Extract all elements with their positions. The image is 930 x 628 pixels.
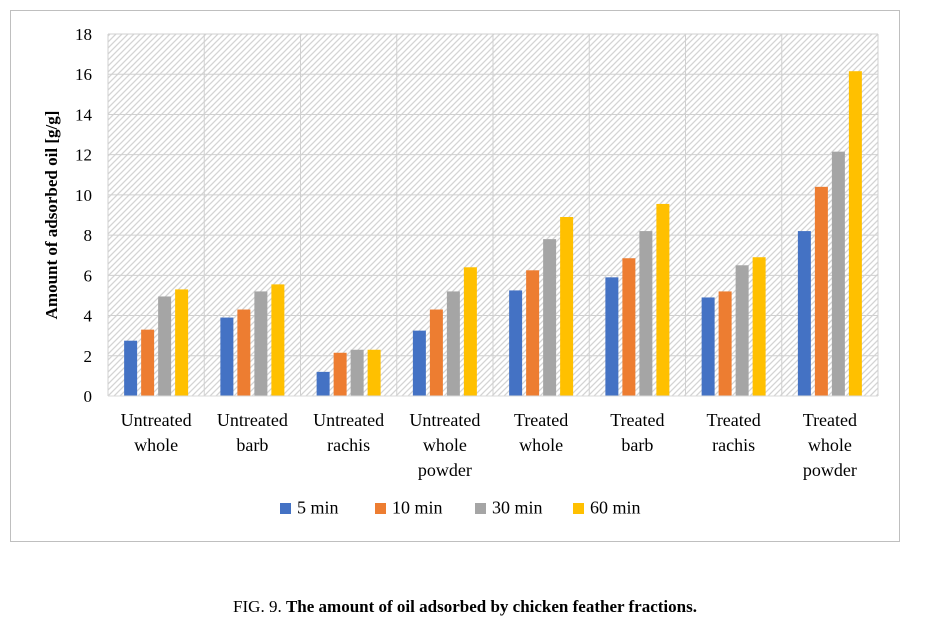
x-category-label: Untreated whole powder [409,410,480,480]
x-category-label: Untreated whole [121,410,192,455]
y-tick-label: 10 [75,186,92,205]
x-category-label: Untreated barb [217,410,288,455]
bar-10-min-6 [718,291,732,396]
x-category-label-line: whole [423,435,467,455]
caption-text: The amount of oil adsorbed by chicken fe… [285,597,697,616]
x-category-label-line: Untreated [121,410,192,430]
bar-60-min-3 [463,267,477,396]
bar-5-min-7 [797,231,811,396]
bar-30-min-6 [735,265,749,396]
bar-10-min-4 [526,270,540,396]
y-tick-label: 4 [84,307,93,326]
x-category-label-line: powder [803,460,857,480]
y-tick-label: 12 [75,146,92,165]
x-category-label-line: barb [236,435,268,455]
bar-30-min-7 [831,151,845,396]
legend-label-30-min: 30 min [492,498,543,518]
x-category-label-line: whole [134,435,178,455]
bar-10-min-0 [141,329,155,396]
bar-60-min-6 [752,257,766,396]
x-category-label-line: Untreated [313,410,384,430]
y-axis-title: Amount of adsorbed oil [g/g] [42,111,61,320]
x-category-label-line: whole [519,435,563,455]
bar-60-min-0 [175,289,189,396]
bar-5-min-5 [605,277,619,396]
legend-swatch-30-min [475,503,486,514]
bar-5-min-1 [220,317,234,396]
bar-chart: 0 2 4 6 8 10 12 14 16 18 Untreated whole Untreated ba… [42,25,879,518]
figure-caption: FIG. 9. The amount of oil adsorbed by ch… [0,597,930,617]
legend-label-5-min: 5 min [297,498,339,518]
y-tick-label: 8 [84,226,93,245]
y-tick-label: 16 [75,65,92,84]
bar-60-min-1 [271,284,285,396]
x-category-label-line: Untreated [409,410,480,430]
x-category-label: Untreated rachis [313,410,384,455]
chart-frame [10,10,900,542]
x-category-label-line: rachis [327,435,370,455]
bar-5-min-6 [701,297,715,396]
x-category-label: Treated whole [514,410,568,455]
bar-30-min-0 [158,296,172,396]
y-tick-label: 18 [75,25,92,44]
x-category-label: Treated whole powder [803,410,857,480]
x-category-label-line: whole [808,435,852,455]
legend-swatch-5-min [280,503,291,514]
bar-60-min-5 [656,203,670,396]
x-category-label-line: barb [621,435,653,455]
legend-swatch-10-min [375,503,386,514]
bar-10-min-3 [429,309,443,396]
x-category-label-line: Untreated [217,410,288,430]
bar-5-min-0 [124,340,138,396]
bar-10-min-5 [622,258,636,396]
bar-30-min-5 [639,231,653,396]
bar-5-min-4 [509,290,523,396]
y-tick-label: 0 [84,387,93,406]
x-category-label-line: Treated [803,410,857,430]
x-category-label: Treated rachis [706,410,760,455]
caption-prefix: FIG. 9. [233,597,282,616]
x-category-label-line: Treated [706,410,760,430]
bar-10-min-2 [333,352,347,396]
bar-30-min-2 [350,349,364,396]
x-category-label-line: Treated [610,410,664,430]
y-tick-label: 6 [84,266,93,285]
bar-30-min-4 [543,239,557,396]
bar-60-min-7 [848,71,862,396]
y-tick-label: 14 [75,105,93,124]
bar-30-min-3 [446,291,460,396]
y-tick-label: 2 [84,347,93,366]
bar-5-min-2 [316,371,330,396]
x-category-label-line: powder [418,460,472,480]
legend-swatch-60-min [573,503,584,514]
bar-60-min-2 [367,349,381,396]
bar-5-min-3 [412,330,426,396]
x-category-label-line: rachis [712,435,755,455]
x-category-label: Treated barb [610,410,664,455]
bar-10-min-7 [814,186,828,396]
bar-60-min-4 [560,217,574,396]
bar-10-min-1 [237,309,251,396]
legend-label-10-min: 10 min [392,498,443,518]
legend-label-60-min: 60 min [590,498,641,518]
x-category-label-line: Treated [514,410,568,430]
bar-30-min-1 [254,291,268,396]
